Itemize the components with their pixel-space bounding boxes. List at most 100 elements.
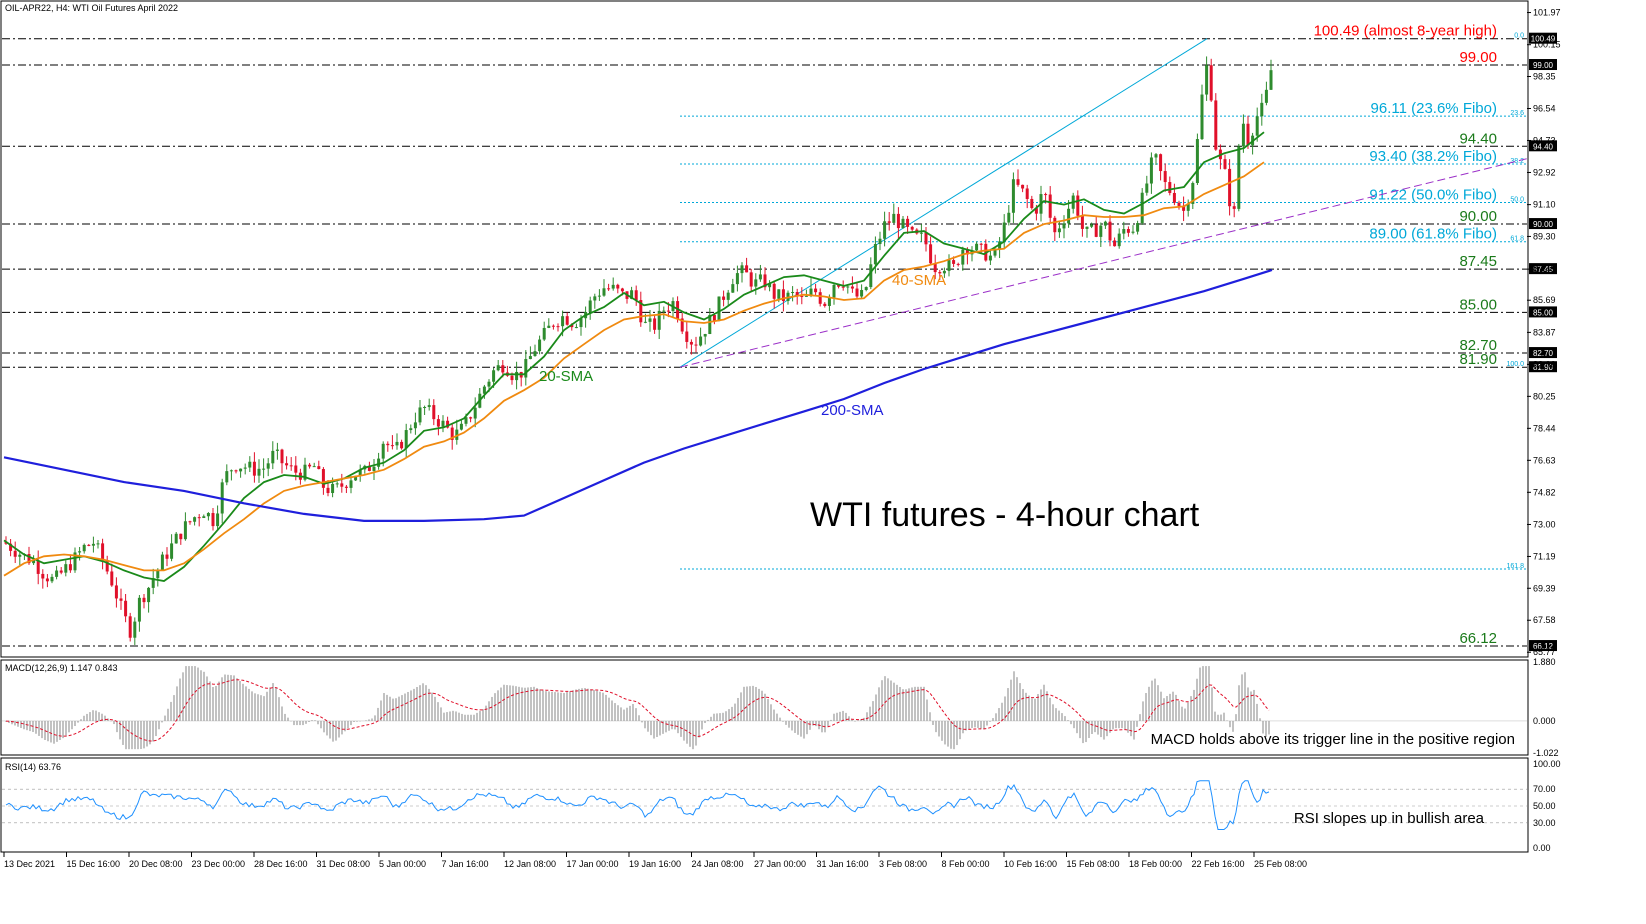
- candle-body: [873, 244, 877, 265]
- fib-ratio-label: 23.6: [1510, 110, 1524, 117]
- candle-body: [275, 449, 279, 451]
- candle-body: [1264, 89, 1268, 103]
- candle-body: [827, 297, 831, 306]
- candle-body: [657, 310, 661, 330]
- candle-body: [901, 218, 905, 229]
- candle-body: [869, 264, 873, 288]
- candle-body: [32, 560, 36, 564]
- candle-body: [855, 288, 859, 297]
- rsi-tick-label: 30.00: [1533, 818, 1556, 828]
- candle-body: [800, 296, 804, 298]
- candle-body: [395, 441, 399, 446]
- candle-body: [243, 467, 247, 469]
- candle-body: [979, 243, 983, 245]
- candle-body: [1030, 198, 1034, 209]
- candle-body: [1076, 195, 1080, 216]
- candle-body: [1016, 179, 1020, 185]
- time-tick-label: 13 Dec 2021: [4, 859, 55, 869]
- candle-body: [754, 279, 758, 287]
- candle-body: [262, 468, 266, 470]
- candle-body: [133, 621, 137, 638]
- level-label: 99.00: [1459, 49, 1497, 66]
- candle-body: [510, 375, 514, 381]
- price-tick-label: 91.10: [1533, 200, 1556, 210]
- candle-body: [864, 287, 868, 290]
- candle-body: [294, 465, 298, 473]
- candle-body: [289, 465, 293, 467]
- macd-panel-frame: [0, 659, 1529, 756]
- candle-body: [1200, 94, 1204, 140]
- price-tick-label: 87.45: [1533, 264, 1556, 274]
- candle-body: [570, 324, 574, 328]
- time-tick-label: 8 Feb 00:00: [942, 859, 990, 869]
- candle-body: [349, 480, 353, 488]
- candle-body: [777, 289, 781, 299]
- time-tick-label: 17 Jan 00:00: [567, 859, 619, 869]
- candle-body: [1205, 65, 1209, 95]
- channel-upper-line: [679, 38, 1208, 368]
- time-tick-label: 27 Jan 00:00: [754, 859, 806, 869]
- candle-body: [993, 249, 997, 256]
- candle-body: [1002, 222, 1006, 242]
- candle-body: [823, 303, 827, 306]
- candle-body: [975, 243, 979, 251]
- candle-body: [1228, 168, 1232, 207]
- main-panel-frame: [0, 0, 1529, 658]
- rsi-tick-label: 0.00: [1533, 843, 1551, 853]
- candle-body: [179, 533, 183, 540]
- candle-body: [1099, 225, 1103, 237]
- candle-body: [643, 321, 647, 323]
- candle-body: [170, 543, 174, 559]
- candle-body: [68, 564, 72, 571]
- candle-body: [883, 221, 887, 239]
- candle-body: [27, 553, 31, 564]
- candle-body: [1172, 192, 1176, 203]
- price-levels: 100.49 (almost 8-year high) 100.49 99.00 99…: [2, 23, 1557, 652]
- candle-body: [708, 314, 712, 335]
- indicator-lines: [3, 131, 1273, 582]
- candle-body: [662, 310, 666, 312]
- candle-body: [234, 470, 238, 472]
- candle-body: [887, 221, 891, 223]
- candle-body: [1195, 139, 1199, 184]
- candle-body: [1067, 208, 1071, 224]
- price-flag-label: 66.12: [1533, 642, 1554, 651]
- candle-body: [712, 314, 716, 322]
- candle-body: [561, 316, 565, 327]
- rsi-panel-frame: [0, 757, 1529, 853]
- level-label: 89.00 (61.8% Fibo): [1369, 226, 1497, 243]
- 40-sma-line: [3, 161, 1265, 577]
- candle-body: [82, 544, 86, 552]
- candle-body: [64, 564, 68, 573]
- candle-body: [450, 427, 454, 440]
- candle-body: [616, 284, 620, 289]
- candle-body: [804, 295, 808, 297]
- level-label: 94.40: [1459, 130, 1497, 147]
- candle-body: [1177, 202, 1181, 207]
- price-flag-label: 94.40: [1533, 142, 1554, 151]
- candle-body: [620, 288, 624, 292]
- rsi-line: [5, 780, 1270, 830]
- candle-body: [1186, 203, 1190, 211]
- candle-body: [533, 351, 537, 357]
- candle-body: [1140, 192, 1144, 224]
- candle-body: [1154, 154, 1158, 158]
- candle-body: [335, 483, 339, 485]
- candle-body: [73, 552, 77, 571]
- candle-body: [280, 449, 284, 464]
- candle-body: [653, 318, 657, 330]
- rsi-tick-label: 100.00: [1533, 759, 1561, 769]
- candle-body: [791, 292, 795, 294]
- price-tick-label: 78.44: [1533, 423, 1556, 433]
- price-axis: 101.97 100.15 98.35 96.54 94.73 92.92 91.10 89.…: [1527, 8, 1561, 657]
- candle-body: [832, 284, 836, 298]
- candle-body: [763, 274, 767, 288]
- price-flag-label: 100.49: [1531, 35, 1556, 44]
- candle-body: [602, 288, 606, 296]
- macd-tick-label: 1.880: [1533, 657, 1556, 667]
- chart-title: WTI futures - 4-hour chart: [810, 496, 1200, 534]
- candle-body: [156, 569, 160, 579]
- candle-body: [988, 255, 992, 261]
- candle-body: [1131, 231, 1135, 233]
